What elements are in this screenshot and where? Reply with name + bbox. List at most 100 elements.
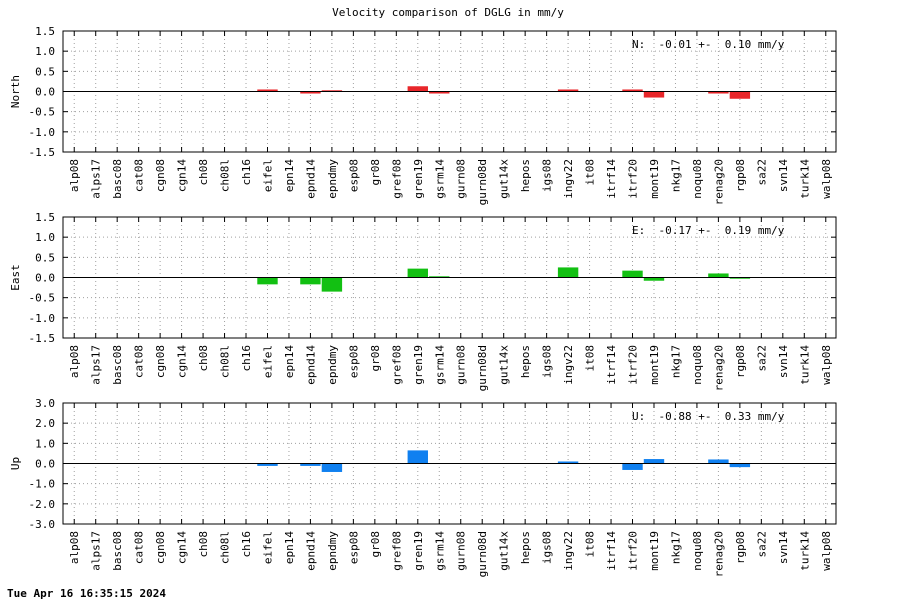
bar-east-mont19 — [643, 277, 665, 281]
x-tick-label: gr08 — [369, 159, 382, 186]
x-tick-label: ch08 — [197, 345, 210, 372]
x-tick-label: ch16 — [240, 345, 253, 372]
x-tick-label: mont19 — [648, 531, 661, 571]
x-tick-label: igs08 — [541, 531, 554, 564]
y-tick-label: -1.0 — [29, 478, 56, 491]
x-tick-label: cat08 — [133, 159, 146, 192]
x-tick-label: ch16 — [240, 159, 253, 186]
x-tick-label: renag20 — [712, 159, 725, 205]
x-tick-label: alp08 — [68, 159, 81, 192]
x-tick-label: itrf20 — [627, 531, 640, 571]
x-tick-label: cgn08 — [154, 345, 167, 378]
chart-title: Velocity comparison of DGLG in mm/y — [332, 6, 564, 19]
x-tick-label: walp08 — [820, 531, 833, 571]
x-tick-label: epnd14 — [304, 345, 317, 385]
x-tick-label: eifel — [261, 159, 274, 192]
bar-east-renag20 — [708, 273, 729, 278]
x-tick-label: epndmy — [326, 345, 339, 385]
y-tick-label: -0.5 — [29, 106, 56, 119]
y-tick-label: 0.5 — [35, 65, 55, 78]
y-tick-label: -1.0 — [29, 126, 56, 139]
x-tick-label: mont19 — [648, 159, 661, 199]
x-tick-label: cat08 — [133, 345, 146, 378]
x-tick-label: svn14 — [777, 345, 790, 378]
x-tick-label: alps17 — [90, 159, 103, 199]
x-tick-label: itrf20 — [627, 159, 640, 199]
bar-east-gsrm14 — [429, 276, 450, 278]
x-tick-label: epndmy — [326, 159, 339, 199]
x-tick-label: gsrm14 — [433, 345, 446, 385]
x-tick-label: cgn08 — [154, 531, 167, 564]
x-tick-label: epnd14 — [304, 159, 317, 199]
y-tick-label: 0.0 — [35, 272, 55, 285]
x-tick-label: ch08l — [219, 159, 232, 192]
x-tick-label: hepos — [519, 345, 532, 378]
bar-up-epnd14 — [300, 463, 321, 466]
x-tick-label: gr08 — [369, 531, 382, 558]
x-tick-label: nkg17 — [669, 345, 682, 378]
bar-east-rgp08 — [729, 277, 751, 279]
y-tick-label: 0.0 — [35, 458, 55, 471]
x-tick-label: walp08 — [820, 159, 833, 199]
x-tick-label: gren19 — [412, 531, 425, 571]
x-tick-label: alp08 — [68, 345, 81, 378]
y-tick-label: 1.0 — [35, 231, 55, 244]
bar-north-gsrm14 — [429, 91, 450, 94]
x-tick-label: basc08 — [111, 531, 124, 571]
y-tick-label: -2.0 — [29, 498, 56, 511]
x-tick-label: alp08 — [68, 531, 81, 564]
y-tick-label: 0.0 — [35, 86, 55, 99]
x-tick-label: renag20 — [712, 345, 725, 391]
panel-east: 1.5 1.0 0.5 0.0 -0.5 -1.0 -1.5 East E: -0.17 +- … — [9, 211, 837, 391]
bar-up-gren19 — [407, 450, 428, 464]
x-tick-label: gref08 — [390, 345, 403, 385]
bar-east-eifel — [257, 277, 278, 285]
x-tick-label: gut14x — [498, 531, 511, 571]
x-tick-label: nkg17 — [669, 159, 682, 192]
x-tick-label: noqu08 — [691, 345, 704, 385]
x-tick-label: cat08 — [133, 531, 146, 564]
x-tick-label: itrf14 — [605, 159, 618, 199]
x-tick-label: it08 — [584, 531, 597, 558]
x-tick-label: epn14 — [283, 531, 296, 564]
x-tick-label: hepos — [519, 531, 532, 564]
x-tick-label: gren19 — [412, 159, 425, 199]
y-axis-label: North — [9, 75, 22, 108]
x-tick-label: it08 — [584, 159, 597, 186]
x-tick-label: turk14 — [798, 159, 811, 199]
x-tick-label: hepos — [519, 159, 532, 192]
plot-frame — [62, 216, 837, 339]
x-tick-label: mont19 — [648, 345, 661, 385]
x-tick-label: gut14x — [498, 345, 511, 385]
x-tick-label: gurn08 — [455, 159, 468, 199]
x-tick-label: eifel — [261, 345, 274, 378]
x-tick-label: alps17 — [90, 531, 103, 571]
bar-east-itrf20 — [622, 270, 643, 278]
x-tick-label: cgn14 — [176, 345, 189, 378]
timestamp: Tue Apr 16 16:35:15 2024 — [7, 587, 166, 600]
y-tick-label: 2.0 — [35, 417, 55, 430]
x-tick-label: ch08l — [219, 345, 232, 378]
y-tick-label: 1.5 — [35, 211, 55, 224]
x-tick-label: eifel — [261, 531, 274, 564]
bar-north-renag20 — [708, 91, 729, 94]
bar-east-epnd14 — [300, 277, 321, 285]
x-tick-label: renag20 — [712, 531, 725, 577]
x-tick-label: noqu08 — [691, 531, 704, 571]
y-tick-label: -1.0 — [29, 312, 56, 325]
x-tick-label: gurn08d — [476, 345, 489, 391]
x-tick-label: nkg17 — [669, 531, 682, 564]
x-tick-label: basc08 — [111, 345, 124, 385]
x-tick-label: svn14 — [777, 531, 790, 564]
bar-east-ingv22 — [557, 267, 579, 278]
mean-annotation: N: -0.01 +- 0.10 mm/y — [632, 38, 785, 51]
bar-north-epndmy — [321, 90, 343, 92]
x-tick-label: igs08 — [541, 159, 554, 192]
y-tick-label: -1.5 — [29, 332, 56, 345]
x-tick-label: epn14 — [283, 159, 296, 192]
x-tick-label: turk14 — [798, 345, 811, 385]
bar-up-itrf20 — [622, 463, 643, 470]
bar-up-mont19 — [643, 459, 665, 464]
bar-north-eifel — [257, 89, 278, 92]
x-tick-label: turk14 — [798, 531, 811, 571]
